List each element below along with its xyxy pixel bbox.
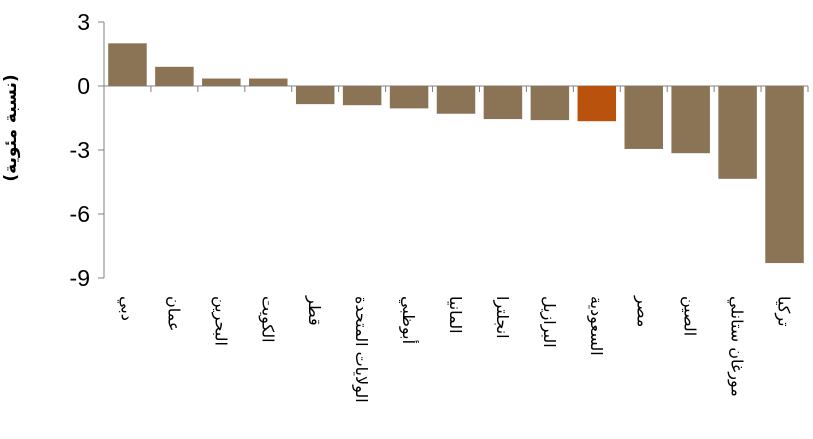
bar bbox=[342, 86, 382, 106]
bar bbox=[765, 86, 804, 264]
x-category-label: الصين bbox=[680, 296, 700, 336]
bar bbox=[155, 66, 194, 86]
bar bbox=[718, 86, 757, 179]
y-tick-label: -9 bbox=[70, 265, 90, 291]
y-axis-tick-labels: 3 0 -3 -6 -9 bbox=[70, 9, 90, 291]
bar bbox=[295, 86, 335, 105]
x-category-label: السعودية bbox=[586, 296, 606, 356]
x-category-label: قطر bbox=[304, 295, 324, 326]
x-category-label: دبي bbox=[116, 296, 136, 321]
x-category-label: أبوظبي bbox=[398, 296, 419, 344]
bar bbox=[671, 86, 710, 154]
y-tick-label: 3 bbox=[77, 9, 90, 35]
x-axis-category-labels: دبي عمان البحرين الكويت قطر الولايات المتحدة أ… bbox=[116, 295, 793, 403]
bar bbox=[483, 86, 523, 120]
x-category-label: الكويت bbox=[257, 296, 277, 343]
bar bbox=[436, 86, 476, 114]
bar bbox=[249, 78, 288, 86]
bar-highlighted bbox=[577, 86, 617, 122]
x-category-label: انجلترا bbox=[492, 296, 512, 339]
x-category-label: المانيا bbox=[446, 296, 465, 334]
y-tick-label: 0 bbox=[77, 73, 90, 99]
x-category-label: مورغان ستانلي bbox=[727, 296, 747, 397]
y-axis-title: (نسبة مئوية) bbox=[1, 74, 21, 181]
bar bbox=[530, 86, 570, 121]
x-category-label: الولايات المتحدة bbox=[351, 296, 371, 403]
bar bbox=[108, 43, 147, 86]
x-category-label: مصر bbox=[633, 295, 653, 327]
y-tick-label: -6 bbox=[70, 201, 90, 227]
bar bbox=[202, 78, 241, 86]
x-category-label: البرازيل bbox=[539, 296, 559, 348]
chart-bars bbox=[108, 43, 804, 264]
x-category-label: البحرين bbox=[210, 296, 230, 346]
x-category-label: عمان bbox=[164, 296, 183, 331]
x-category-label: تركيا bbox=[774, 296, 794, 327]
y-tick-label: -3 bbox=[70, 137, 90, 163]
bar bbox=[624, 86, 663, 149]
bar bbox=[389, 86, 429, 109]
